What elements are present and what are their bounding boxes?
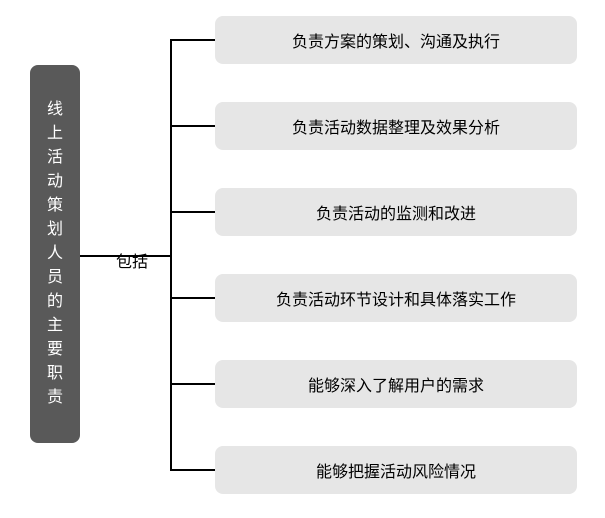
child-node: 负责活动数据整理及效果分析 [215, 102, 577, 150]
child-row: 负责方案的策划、沟通及执行 [170, 16, 577, 64]
child-row: 负责活动的监测和改进 [170, 188, 577, 236]
child-node: 能够深入了解用户的需求 [215, 360, 577, 408]
child-node: 负责活动的监测和改进 [215, 188, 577, 236]
root-char: 活 [47, 146, 63, 170]
connector-hline [170, 211, 215, 213]
child-node: 负责活动环节设计和具体落实工作 [215, 274, 577, 322]
root-char: 动 [47, 170, 63, 194]
child-row: 能够深入了解用户的需求 [170, 360, 577, 408]
root-node: 线上活动策划人员的主要职责 [30, 65, 80, 443]
child-node: 负责方案的策划、沟通及执行 [215, 16, 577, 64]
root-char: 要 [47, 338, 63, 362]
child-row: 能够把握活动风险情况 [170, 446, 577, 494]
child-node: 能够把握活动风险情况 [215, 446, 577, 494]
root-char: 责 [47, 386, 63, 410]
root-char: 线 [47, 98, 63, 122]
root-char: 上 [47, 122, 63, 146]
root-char: 人 [47, 242, 63, 266]
root-char: 划 [47, 218, 63, 242]
connector-stem [80, 255, 170, 257]
edge-label: 包括 [116, 248, 148, 272]
connector-hline [170, 297, 215, 299]
connector-hline [170, 125, 215, 127]
root-char: 职 [47, 362, 63, 386]
connector-hline [170, 469, 215, 471]
child-row: 负责活动环节设计和具体落实工作 [170, 274, 577, 322]
root-char: 的 [47, 290, 63, 314]
root-char: 策 [47, 194, 63, 218]
child-row: 负责活动数据整理及效果分析 [170, 102, 577, 150]
connector-hline [170, 39, 215, 41]
root-char: 主 [47, 314, 63, 338]
root-char: 员 [47, 266, 63, 290]
connector-hline [170, 383, 215, 385]
